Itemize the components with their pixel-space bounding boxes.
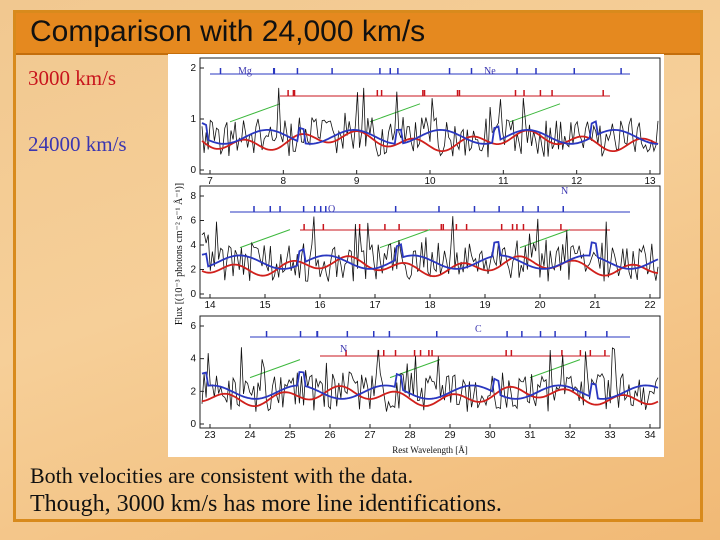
shift-arrow [529, 359, 581, 379]
panel-frame-1 [199, 57, 661, 175]
shift-arrow [379, 229, 431, 249]
x-tick-label: 21 [589, 300, 601, 311]
x-tick-label: 13 [644, 176, 656, 187]
y-tick-label: 0 [190, 289, 196, 300]
x-tick-label: 23 [204, 430, 216, 441]
caption-line-1: Both velocities are consistent with the … [30, 463, 414, 488]
x-tick-label: 7 [207, 176, 213, 187]
x-tick-label: 19 [479, 300, 491, 311]
shift-arrow [249, 359, 301, 379]
ion-label: Mg [238, 66, 252, 77]
y-tick-label: 4 [190, 354, 196, 365]
x-tick-label: 24 [244, 430, 256, 441]
x-tick-label: 12 [571, 176, 583, 187]
x-tick-label: 9 [354, 176, 360, 187]
x-tick-label: 17 [369, 300, 381, 311]
legend-24000-label: 24000 km/s [28, 132, 127, 156]
panel-frame-3 [199, 315, 661, 429]
x-tick-label: 30 [484, 430, 496, 441]
x-tick-label: 11 [498, 176, 509, 187]
title-bar [16, 13, 700, 55]
x-tick-label: 33 [604, 430, 616, 441]
y-tick-label: 2 [190, 265, 196, 276]
spectrum-figure: Flux [(10⁻³ photons cm⁻² s⁻¹ Å⁻¹)] Mg Ne 7 8… [168, 54, 664, 457]
x-tick-label: 10 [424, 176, 436, 187]
y-tick-label: 2 [190, 386, 196, 397]
ion-label: C [475, 324, 482, 335]
x-tick-label: 28 [404, 430, 416, 441]
shift-arrow [239, 229, 291, 249]
ion-label: O [328, 204, 335, 215]
y-axis-label: Flux [(10⁻³ photons cm⁻² s⁻¹ Å⁻¹)] [173, 183, 185, 325]
shift-arrow [369, 103, 421, 123]
y-tick-label: 4 [190, 240, 196, 251]
ion-label: N [340, 344, 347, 355]
x-tick-label: 8 [281, 176, 287, 187]
x-tick-label: 32 [564, 430, 576, 441]
observed-spectrum [201, 347, 659, 412]
shift-arrow [509, 103, 561, 123]
x-tick-label: 14 [204, 300, 216, 311]
spectrum-plot: Flux [(10⁻³ photons cm⁻² s⁻¹ Å⁻¹)]Mg Ne7 8… [173, 57, 661, 455]
y-tick-label: 8 [190, 191, 196, 202]
y-tick-label: 2 [190, 63, 196, 74]
x-tick-label: 20 [534, 300, 546, 311]
x-tick-label: 29 [444, 430, 456, 441]
shift-arrow [229, 103, 281, 123]
caption-line-2: Though, 3000 km/s has more line identifi… [30, 491, 502, 517]
legend-3000-label: 3000 km/s [28, 66, 117, 90]
ion-label: N [561, 186, 568, 197]
x-tick-label: 15 [259, 300, 271, 311]
x-tick-label: 25 [284, 430, 296, 441]
model-3000-curve [201, 385, 659, 407]
x-tick-label: 16 [314, 300, 326, 311]
slide-frame [13, 10, 703, 522]
y-tick-label: 6 [190, 216, 196, 227]
x-tick-label: 22 [644, 300, 656, 311]
model-24000-curve [201, 120, 658, 145]
x-tick-label: 27 [364, 430, 376, 441]
y-tick-label: 0 [190, 165, 196, 176]
x-axis-label: Rest Wavelength [Å] [392, 445, 468, 455]
slide-title: Comparison with 24,000 km/s [30, 15, 426, 48]
x-tick-label: 34 [644, 430, 656, 441]
ion-label: Ne [484, 66, 496, 77]
model-24000-curve [201, 371, 659, 400]
y-tick-label: 0 [190, 419, 196, 430]
shift-arrow [519, 229, 571, 249]
y-tick-label: 1 [190, 114, 196, 125]
panel-frame-2 [199, 185, 661, 299]
x-tick-label: 26 [324, 430, 336, 441]
x-tick-label: 18 [424, 300, 436, 311]
x-tick-label: 31 [524, 430, 536, 441]
model-3000-curve [201, 129, 659, 153]
y-tick-label: 6 [190, 321, 196, 332]
model-24000-curve [201, 241, 659, 270]
